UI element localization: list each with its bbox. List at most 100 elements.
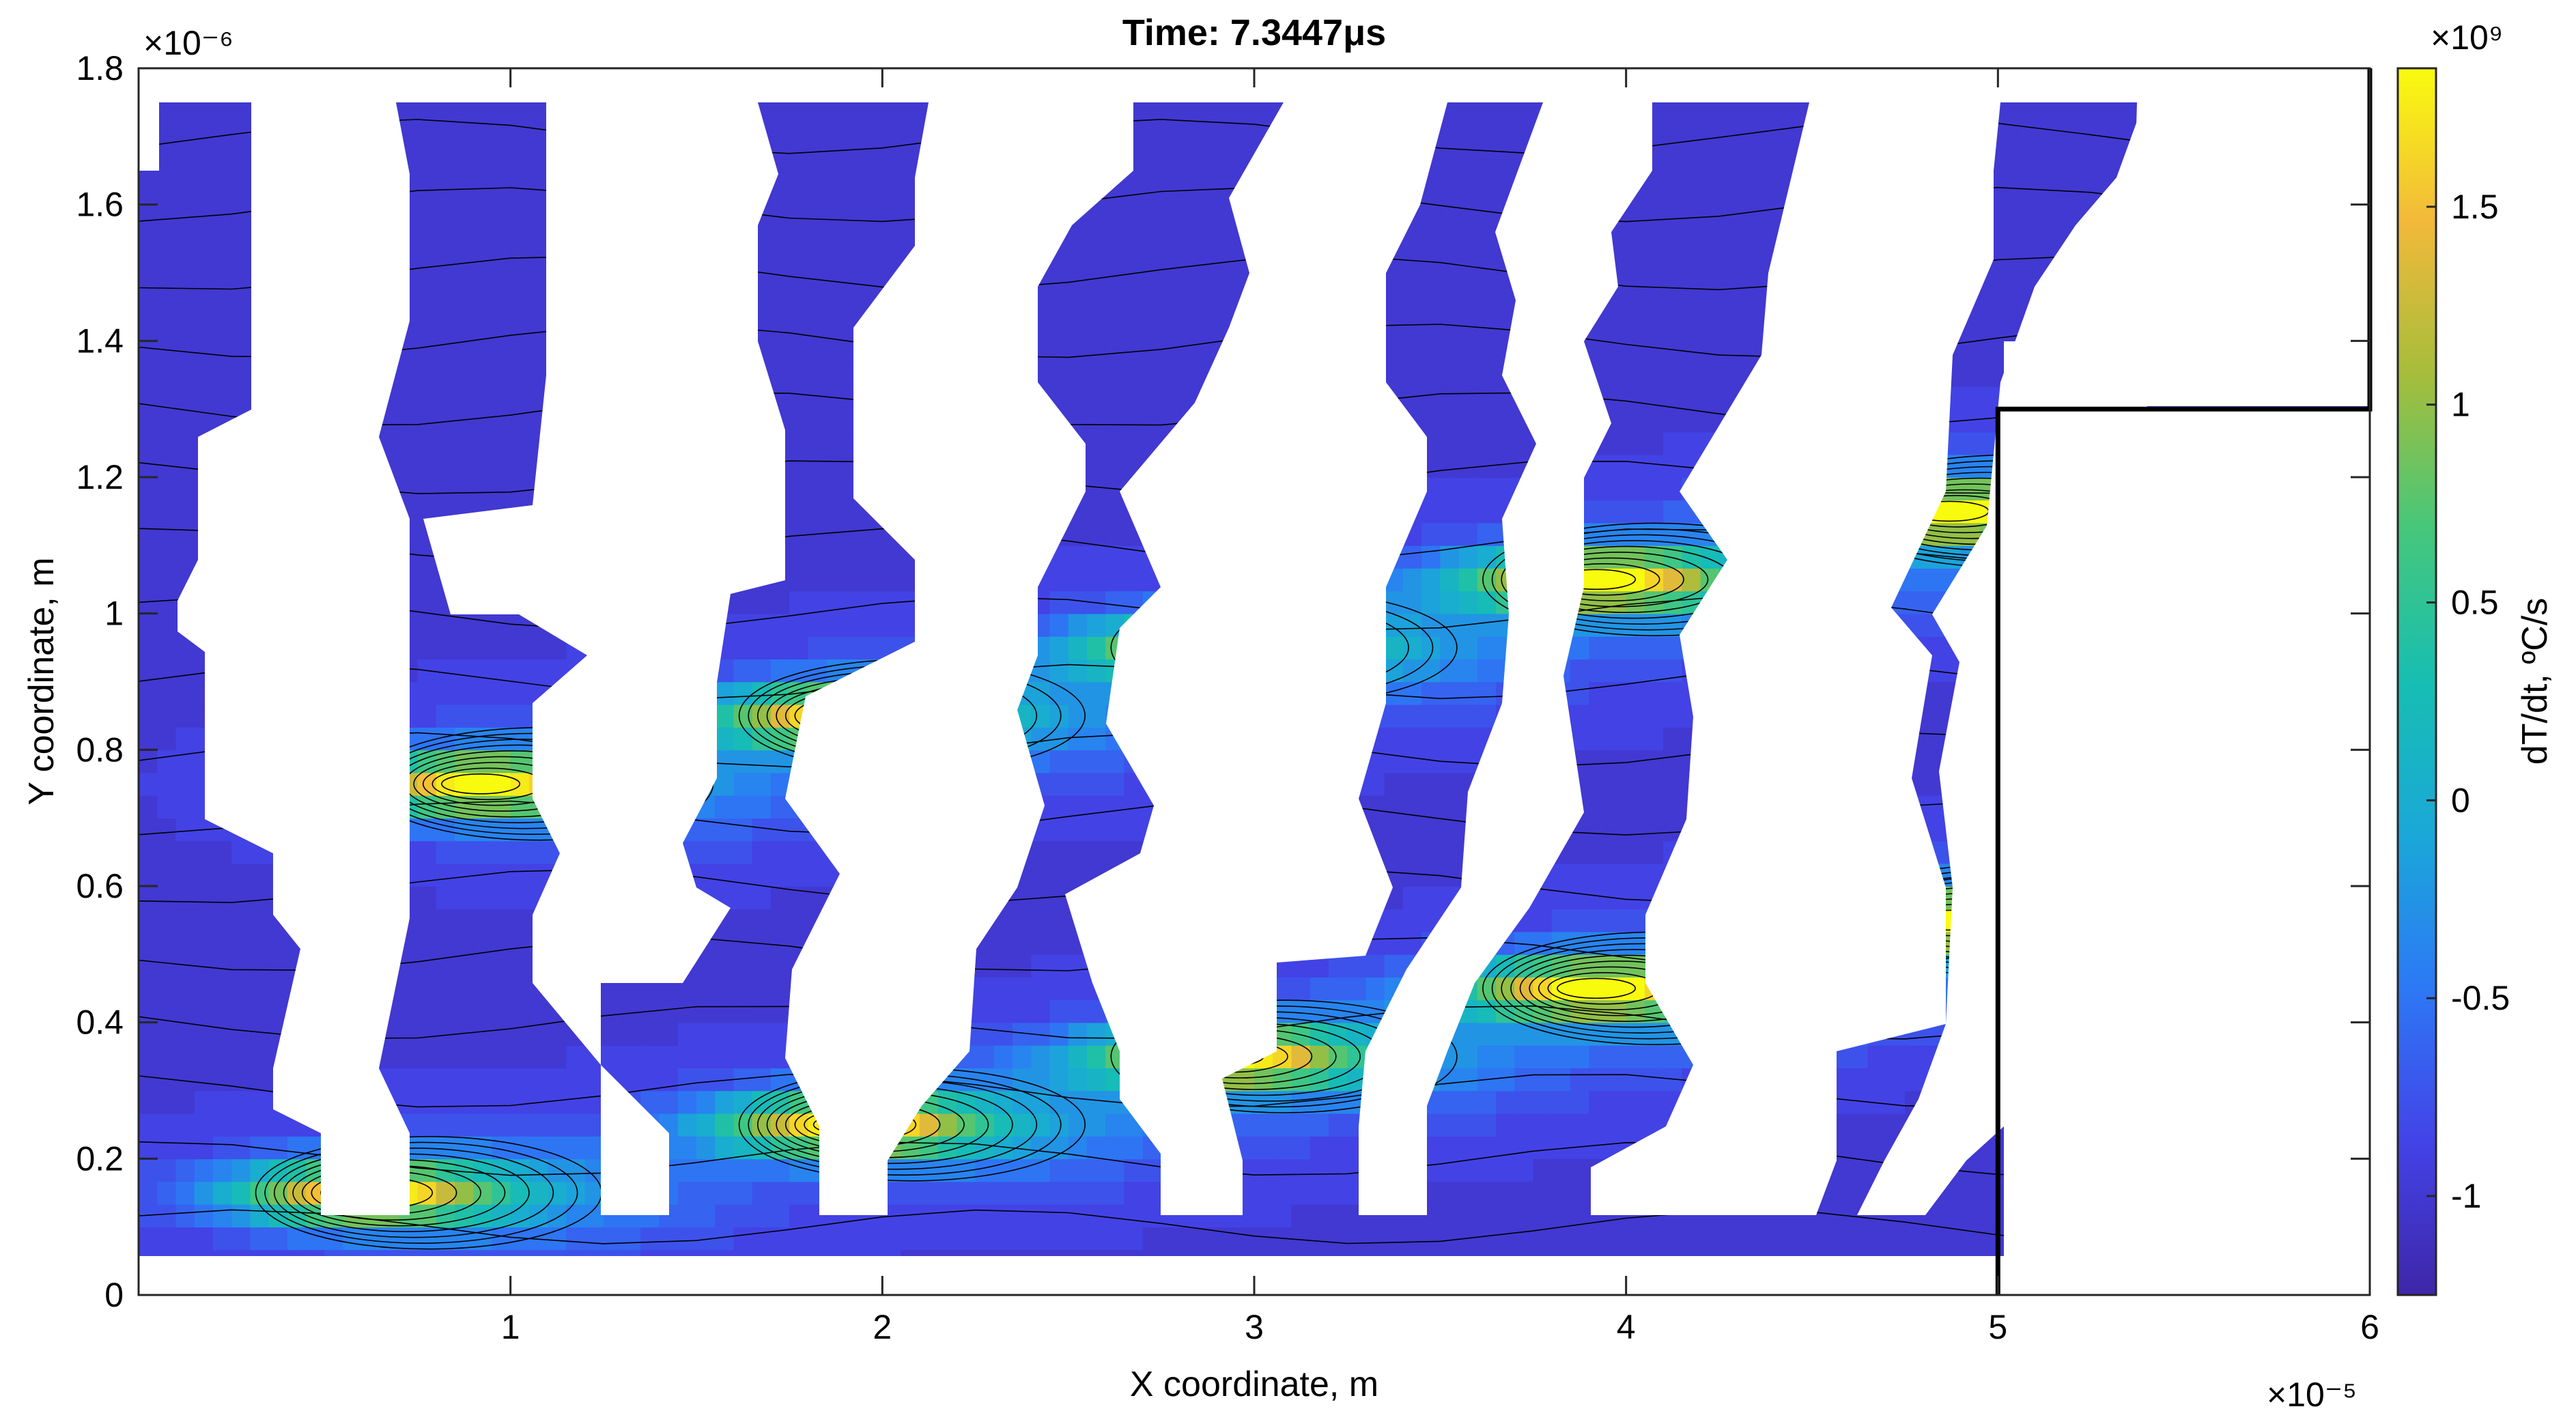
heatmap-cell [1142, 318, 1162, 342]
heatmap-cell [1589, 977, 1609, 1001]
heatmap-cell [864, 182, 883, 205]
heatmap-cell [752, 1227, 772, 1251]
heatmap-cell [1031, 1227, 1051, 1251]
heatmap-cell [1105, 318, 1125, 342]
heatmap-cell [1514, 1068, 1534, 1092]
heatmap-cell [1086, 272, 1106, 296]
heatmap-cell [808, 454, 827, 478]
heatmap-cell [1161, 159, 1180, 183]
heatmap-cell [548, 1113, 567, 1137]
heatmap-cell [1477, 409, 1497, 433]
heatmap-cell [938, 1090, 957, 1114]
heatmap-cell [455, 159, 474, 183]
heatmap-cell [139, 977, 158, 1001]
heatmap-cell [1421, 795, 1441, 818]
heatmap-cell [417, 954, 437, 978]
heatmap-cell [1402, 272, 1422, 296]
heatmap-cell [528, 1181, 548, 1205]
heatmap-cell [993, 977, 1013, 1001]
heatmap-cell [436, 204, 455, 228]
heatmap-cell [1496, 977, 1515, 1001]
heatmap-cell [1068, 341, 1088, 365]
heatmap-cell [770, 909, 790, 932]
heatmap-cell [696, 840, 716, 864]
heatmap-cell [1477, 659, 1497, 683]
heatmap-cell [1031, 1136, 1051, 1160]
heatmap-cell [789, 363, 809, 387]
heatmap-cell [231, 295, 251, 319]
heatmap-cell [715, 1136, 735, 1160]
heatmap-cell [1198, 227, 1218, 251]
heatmap-cell [770, 227, 790, 251]
heatmap-cell [1421, 204, 1441, 228]
heatmap-cell [1086, 250, 1106, 274]
heatmap-cell [566, 1158, 586, 1182]
heatmap-cell [1589, 341, 1609, 365]
heatmap-cell [1384, 704, 1404, 728]
heatmap-cell [789, 863, 809, 887]
heatmap-cell [1589, 795, 1609, 818]
heatmap-cell [399, 1022, 419, 1046]
heatmap-cell [1384, 909, 1404, 932]
heatmap-cell [157, 545, 177, 569]
heatmap-cell [175, 1181, 195, 1205]
heatmap-cell [1626, 681, 1645, 705]
heatmap-cell [1086, 840, 1106, 864]
heatmap-cell [901, 1227, 920, 1251]
heatmap-cell [175, 545, 195, 569]
heatmap-cell [752, 1044, 772, 1068]
heatmap-cell [455, 454, 474, 478]
heatmap-cell [1310, 1090, 1329, 1114]
heatmap-cell [139, 1068, 158, 1092]
heatmap-cell [1402, 568, 1422, 592]
heatmap-cell [1477, 431, 1497, 455]
heatmap-cell [510, 818, 530, 842]
heatmap-cell [436, 159, 455, 183]
heatmap-cell [473, 931, 493, 955]
heatmap-cell [1142, 341, 1162, 365]
heatmap-cell [1402, 886, 1422, 910]
heatmap-cell [1663, 750, 1683, 773]
heatmap-cell [1217, 159, 1236, 183]
heatmap-cell [1347, 999, 1367, 1023]
heatmap-cell [696, 1068, 716, 1092]
heatmap-cell [1774, 1227, 1794, 1251]
heatmap-cell [528, 136, 548, 160]
heatmap-cell [473, 431, 493, 455]
heatmap-cell [139, 1044, 158, 1068]
heatmap-cell [1086, 341, 1106, 365]
heatmap-cell [175, 182, 195, 205]
heatmap-cell [528, 295, 548, 319]
heatmap-cell [1663, 272, 1683, 296]
heatmap-cell [1421, 613, 1441, 637]
heatmap-cell [1013, 1113, 1032, 1137]
heatmap-cell [1496, 409, 1515, 433]
heatmap-cell [1105, 295, 1125, 319]
heatmap-cell [1254, 1090, 1273, 1114]
heatmap-cell [808, 250, 827, 274]
heatmap-cell [1328, 1113, 1348, 1137]
heatmap-cell [1626, 1227, 1645, 1251]
heatmap-cell [1644, 681, 1664, 705]
heatmap-cell [1496, 113, 1515, 137]
heatmap-cell [1700, 159, 1720, 183]
heatmap-cell [139, 295, 158, 319]
heatmap-cell [622, 1044, 642, 1068]
heatmap-cell [455, 931, 474, 955]
heatmap-cell [1607, 1090, 1627, 1114]
heatmap-cell [1626, 1090, 1645, 1114]
heatmap-cell [473, 409, 493, 433]
heatmap-cell [733, 636, 753, 659]
heatmap-cell [1068, 1113, 1088, 1137]
heatmap-cell [1310, 1227, 1329, 1251]
heatmap-cell [1682, 522, 1701, 546]
heatmap-cell [1496, 1204, 1515, 1227]
heatmap-cell [1626, 636, 1645, 659]
heatmap-cell [157, 795, 177, 818]
heatmap-cell [455, 295, 474, 319]
heatmap-cell [212, 1113, 232, 1137]
heatmap-cell [808, 636, 827, 659]
heatmap-cell [1738, 318, 1757, 342]
heatmap-cell [1142, 113, 1162, 137]
heatmap-cell [1161, 272, 1180, 296]
